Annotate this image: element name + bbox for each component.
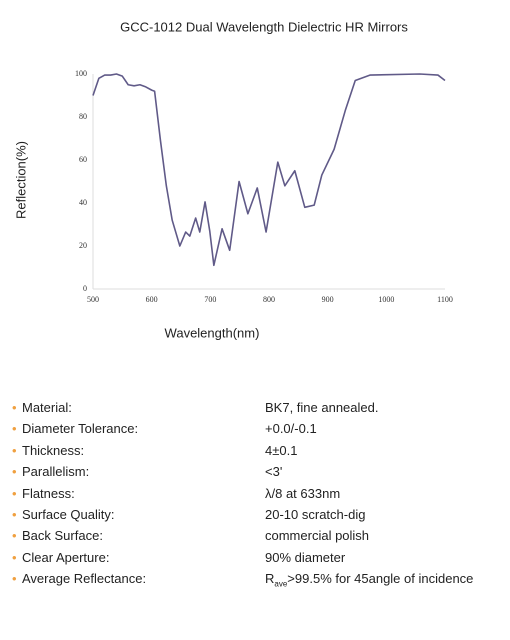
spec-row: • Clear Aperture: 90% diameter [0, 550, 510, 571]
bullet: • [12, 485, 17, 501]
spec-value-text: <3' [265, 464, 283, 480]
spec-label: Material: [22, 400, 72, 415]
y-tick-label: 60 [79, 155, 87, 164]
spec-value: +0.0/-0.1 [265, 421, 317, 436]
spec-subscript: ave [274, 579, 288, 589]
y-tick-label: 100 [75, 69, 87, 78]
chart: GCC-1012 Dual Wavelength Dielectric HR M… [13, 19, 453, 340]
spec-label: Surface Quality: [22, 506, 115, 522]
spec-value: Rave>99.5% for 45angle of incidence [265, 571, 473, 589]
spec-label: Average Reflectance: [22, 571, 147, 587]
spec-value: 90% diameter [265, 550, 345, 565]
spec-value-text: 4±0.1 [265, 442, 298, 458]
spec-value-text: +0.0/-0.1 [265, 421, 317, 437]
spec-value: 4±0.1 [265, 443, 297, 458]
spec-value-text: commercial polish [265, 528, 370, 544]
y-tick-label: 80 [79, 112, 87, 121]
y-tick-label: 0 [83, 284, 87, 293]
spec-value: <3' [265, 464, 282, 479]
spec-label: Parallelism: [22, 464, 90, 480]
spec-value-text: 20-10 scratch-dig [265, 506, 366, 522]
bullet: • [12, 506, 17, 522]
spec-suffix: >99.5% for 45angle of incidence [287, 571, 474, 587]
spec-row: • Surface Quality: 20-10 scratch-dig [0, 507, 510, 528]
spec-value: commercial polish [265, 528, 369, 543]
y-tick-label: 40 [79, 198, 87, 207]
bullet: • [12, 400, 17, 415]
spec-row: • Parallelism: <3' [0, 464, 510, 485]
spec-row: • Flatness: λ/8 at 633nm [0, 486, 510, 507]
x-tick-label: 1100 [437, 295, 453, 304]
chart-title: GCC-1012 Dual Wavelength Dielectric HR M… [120, 19, 408, 34]
x-tick-label: 500 [87, 295, 99, 304]
spec-row: • Average Reflectance: Rave>99.5% for 45an… [0, 571, 510, 592]
y-axis-label: Reflection(%) [13, 141, 28, 219]
y-tick-label: 20 [79, 241, 87, 250]
spec-list: • Material: BK7, fine annealed. • Diameter T… [0, 400, 510, 593]
spec-value: λ/8 at 633nm [265, 486, 340, 501]
spec-value: 20-10 scratch-dig [265, 507, 365, 522]
x-tick-label: 700 [204, 295, 216, 304]
spec-value-text: R [265, 571, 275, 587]
x-tick-label: 800 [263, 295, 275, 304]
bullet: • [12, 442, 17, 458]
bullet: • [12, 421, 17, 437]
x-tick-label: 900 [322, 295, 334, 304]
spec-label: Flatness: [22, 485, 75, 501]
spec-label: Thickness: [22, 442, 85, 458]
spec-row: • Back Surface: commercial polish [0, 528, 510, 549]
spec-value-text: λ/8 at 633nm [265, 485, 341, 501]
bullet: • [12, 528, 17, 544]
spec-row: • Material: BK7, fine annealed. [0, 400, 510, 421]
spec-value: BK7, fine annealed. [265, 400, 378, 415]
bullet: • [12, 549, 17, 565]
reflection-line [92, 73, 446, 267]
spec-label: Back Surface: [22, 528, 103, 544]
spec-value-text: 90% diameter [265, 549, 346, 565]
x-tick-label: 600 [146, 295, 158, 304]
spec-row: • Thickness: 4±0.1 [0, 443, 510, 464]
spec-label: Clear Aperture: [22, 549, 110, 565]
spec-label: Diameter Tolerance: [22, 421, 139, 437]
x-axis-label: Wavelength(nm) [165, 325, 260, 340]
bullet: • [12, 464, 17, 480]
spec-row: • Diameter Tolerance: +0.0/-0.1 [0, 421, 510, 442]
bullet: • [12, 571, 17, 587]
spec-value-text: BK7, fine annealed. [265, 400, 379, 415]
x-tick-label: 1000 [378, 295, 394, 304]
